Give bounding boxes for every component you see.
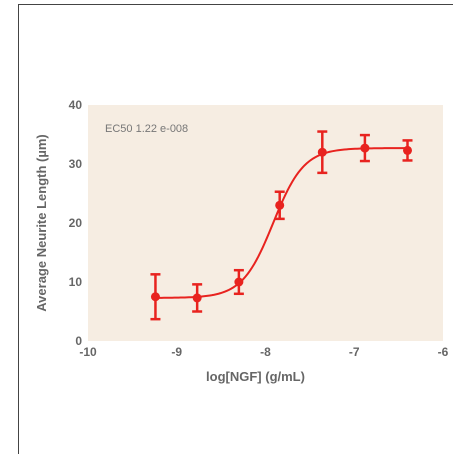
- y-tick-label: 40: [69, 98, 83, 112]
- y-tick-label: 30: [69, 157, 83, 171]
- data-points: [150, 143, 412, 303]
- data-point: [317, 147, 327, 157]
- y-tick-label: 20: [69, 216, 83, 230]
- data-point: [192, 293, 202, 303]
- x-axis-label: log[NGF] (g/mL): [206, 369, 305, 384]
- data-point: [275, 200, 285, 210]
- x-tick-label: -9: [171, 345, 182, 359]
- data-point: [150, 292, 160, 302]
- data-point: [234, 277, 244, 287]
- y-tick-label: 10: [69, 275, 83, 289]
- data-point: [403, 145, 412, 155]
- y-ticks: 0 10 20 30 40: [69, 98, 83, 348]
- y-axis-label: Average Neurite Length (µm): [34, 134, 49, 311]
- y-tick-label: 0: [75, 334, 82, 348]
- x-tick-label: -6: [438, 345, 449, 359]
- x-tick-label: -8: [260, 345, 271, 359]
- plot-area: [88, 105, 443, 341]
- x-ticks: -10 -9 -8 -7 -6: [79, 345, 448, 359]
- ec50-annotation: EC50 1.22 e-008: [105, 123, 188, 135]
- data-point: [360, 143, 370, 153]
- x-tick-label: -7: [349, 345, 360, 359]
- x-tick-label: -10: [79, 345, 97, 359]
